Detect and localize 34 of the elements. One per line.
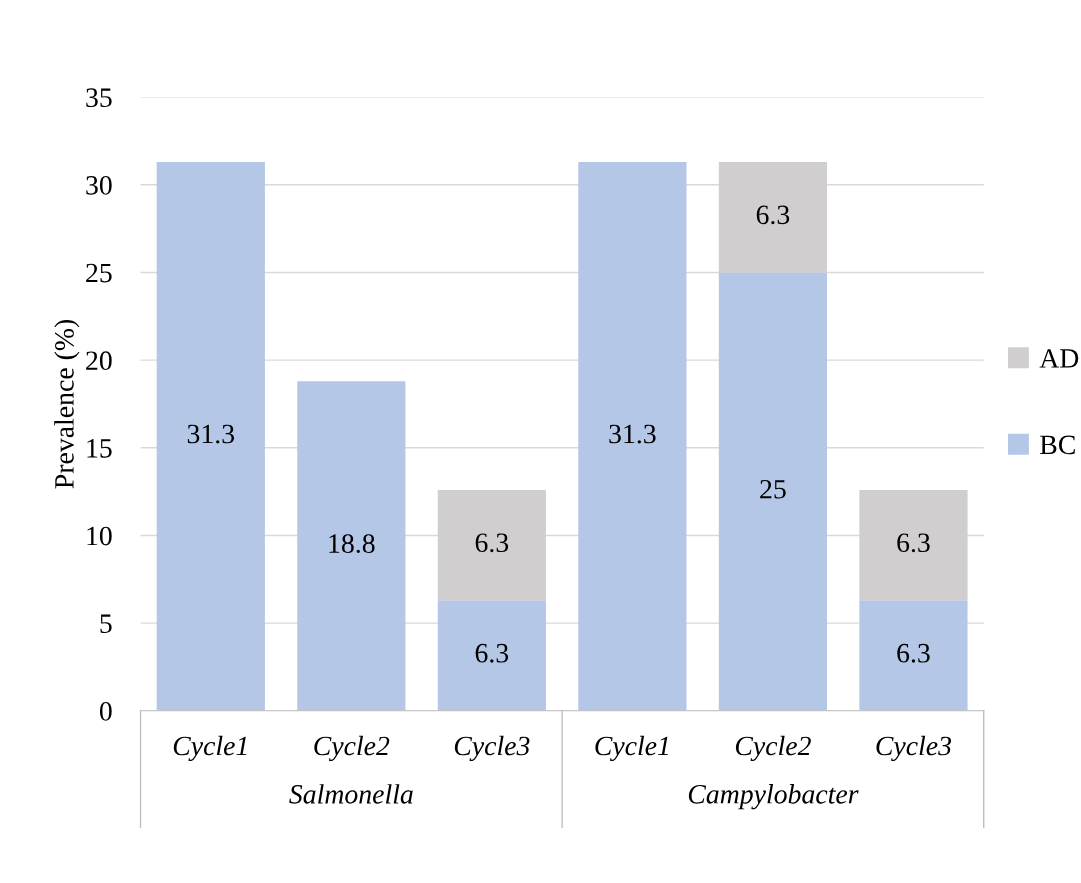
data-label: 31.3	[187, 424, 235, 444]
x-tick-label: Cycle2	[735, 735, 811, 762]
legend-label: AD	[1039, 349, 1079, 368]
data-label: 6.3	[475, 533, 509, 553]
data-label: 31.3	[609, 424, 656, 444]
y-tick-label: 10	[87, 526, 112, 546]
bar	[297, 381, 406, 711]
data-label: 6.3	[897, 533, 930, 553]
y-tick-label: 15	[87, 439, 112, 458]
data-label: 25	[760, 479, 786, 499]
data-label: 18.8	[329, 534, 375, 554]
x-tick-label: Cycle3	[454, 735, 530, 762]
data-label: 6.3	[756, 205, 790, 225]
text: Salmonella	[289, 784, 413, 804]
bar	[718, 272, 828, 711]
y-tick-label: 35	[86, 88, 112, 108]
bar	[859, 600, 968, 711]
y-tick-label: 5	[100, 614, 112, 634]
x-tick-label: Cycle2	[314, 735, 390, 762]
x-tick-label: Cycle1	[595, 735, 668, 762]
y-tick-label: 0	[99, 701, 112, 721]
data-label: 6.3	[475, 643, 509, 663]
text: Campylobacter	[688, 784, 859, 810]
data-label: 6.3	[897, 643, 930, 663]
legend-label: BC	[1040, 435, 1075, 455]
x-tick-label: Cycle1	[173, 735, 247, 762]
y-axis-title: Prevalence (%)	[54, 319, 80, 489]
bar	[578, 162, 687, 711]
y-tick-label: 20	[86, 351, 112, 371]
y-tick-label: 25	[86, 263, 112, 283]
y-tick-label: 30	[86, 175, 112, 195]
bar	[156, 162, 265, 711]
x-tick-label: Cycle3	[876, 735, 952, 762]
bar	[437, 600, 546, 711]
